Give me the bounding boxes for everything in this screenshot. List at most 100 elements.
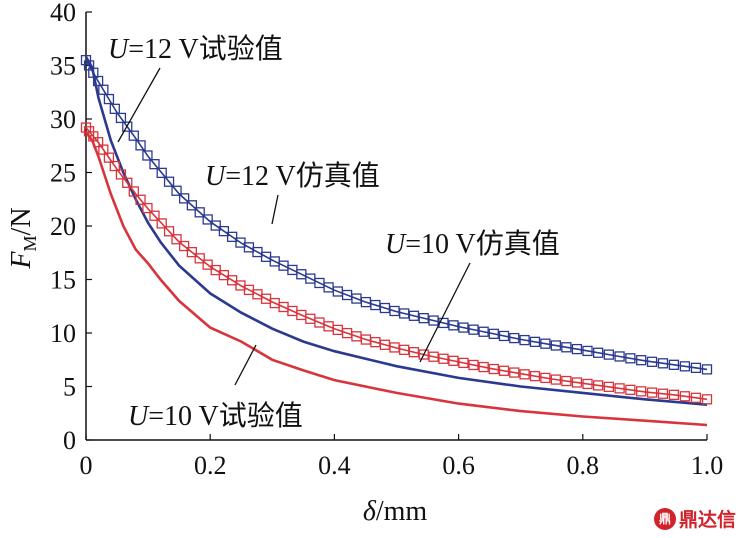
watermark-text: 鼎达信 <box>678 509 736 531</box>
series-line <box>84 131 708 427</box>
data-point <box>135 194 146 205</box>
data-point <box>142 202 153 214</box>
data-point <box>448 320 459 331</box>
data-point <box>109 103 120 114</box>
y-tick-label: 25 <box>50 159 76 188</box>
y-tick-label: 40 <box>50 0 76 27</box>
data-point <box>690 362 702 374</box>
data-point <box>418 313 429 324</box>
data-point <box>109 160 120 172</box>
data-point <box>468 359 479 371</box>
data-point <box>218 225 230 237</box>
data-point <box>115 112 127 124</box>
data-point <box>202 214 213 225</box>
watermark: 鼎 鼎达信 <box>653 505 736 532</box>
data-point <box>156 167 167 179</box>
data-point <box>614 351 625 362</box>
data-point <box>103 152 115 163</box>
x-tick-label: 1.0 <box>691 451 724 480</box>
x-tick-label: 0 <box>80 451 93 480</box>
data-point <box>448 355 459 366</box>
data-point <box>593 347 604 358</box>
data-point <box>529 336 541 348</box>
annotation-label: U=10 V试验值 <box>128 400 303 432</box>
data-point <box>519 369 530 380</box>
data-point <box>438 353 449 364</box>
data-point <box>529 370 541 382</box>
data-point <box>690 392 702 403</box>
watermark-logo-icon: 鼎 <box>653 507 676 530</box>
series-line <box>84 56 708 406</box>
data-point <box>178 193 190 204</box>
data-point <box>603 381 615 393</box>
data-point <box>122 121 133 132</box>
data-point <box>646 356 658 367</box>
data-point <box>458 322 469 333</box>
data-point <box>488 363 499 375</box>
x-tick-label: 0.8 <box>567 451 600 480</box>
annotation-leader <box>419 262 471 363</box>
data-point <box>668 389 680 400</box>
data-point <box>210 220 221 231</box>
data-point <box>614 383 625 394</box>
data-point <box>668 359 680 370</box>
data-point <box>571 377 583 388</box>
data-point <box>135 140 146 151</box>
data-point <box>202 259 213 270</box>
annotation-leader <box>234 344 257 386</box>
data-point <box>571 343 583 355</box>
data-point <box>389 305 400 317</box>
data-point <box>186 200 198 211</box>
y-tick-label: 5 <box>63 373 76 402</box>
data-point <box>561 342 572 353</box>
data-point <box>498 330 510 342</box>
data-point <box>226 275 238 286</box>
data-point <box>468 324 479 335</box>
annotations: U=12 V试验值 U=12 V仿真值 U=10 V仿真值 U=10 V试验值 <box>108 33 560 432</box>
y-tick-label: 20 <box>50 212 76 241</box>
data-point <box>171 234 182 245</box>
y-tick-label: 30 <box>50 105 76 134</box>
data-point <box>428 351 439 362</box>
data-point <box>226 231 238 242</box>
data-point <box>98 84 109 95</box>
data-point <box>701 394 713 405</box>
data-point <box>509 332 520 344</box>
data-point <box>603 349 615 360</box>
data-point <box>478 361 489 373</box>
axes <box>85 12 707 441</box>
data-point <box>122 177 133 188</box>
data-point <box>128 130 139 141</box>
data-point <box>458 357 469 369</box>
data-point <box>550 340 561 351</box>
data-point <box>80 55 92 66</box>
y-tick-label: 0 <box>63 426 76 455</box>
data-point <box>408 347 420 358</box>
data-point <box>194 207 205 218</box>
data-point <box>408 310 420 321</box>
data-point <box>389 342 400 353</box>
data-point <box>178 240 190 252</box>
data-point <box>399 344 410 355</box>
y-tick-label: 10 <box>50 319 76 348</box>
series-1 <box>84 56 708 406</box>
data-point <box>428 315 439 326</box>
data-point <box>163 176 175 187</box>
data-point <box>128 186 139 197</box>
data-point <box>171 185 182 196</box>
data-point <box>540 338 551 349</box>
annotation-label: U=10 V仿真值 <box>385 228 560 260</box>
annotation-leader <box>117 67 161 143</box>
y-tick-label: 35 <box>50 52 76 81</box>
data-point <box>657 388 669 399</box>
data-point <box>509 367 520 378</box>
series-2 <box>80 122 713 405</box>
data-point <box>194 253 205 264</box>
ticks: 0 0.2 0.4 0.6 0.8 1.0 0 5 10 15 20 25 30 35 40 <box>50 0 723 480</box>
data-point <box>498 365 510 376</box>
series-line <box>85 59 708 371</box>
data-point <box>103 93 115 105</box>
data-point <box>156 218 167 229</box>
data-point <box>550 374 561 385</box>
